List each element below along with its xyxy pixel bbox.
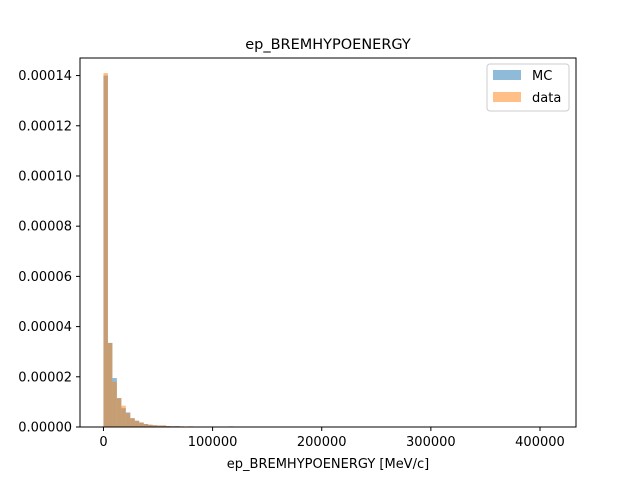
bar-data-5 [125, 413, 131, 427]
legend-label-mc: MC [532, 69, 552, 84]
plot-frame [79, 57, 577, 428]
bar-data-0 [103, 73, 108, 427]
legend: MC data [486, 63, 570, 112]
legend-label-data: data [532, 91, 561, 106]
y-tick-label: 0.00008 [18, 220, 72, 235]
bar-data-11 [152, 425, 158, 427]
y-tick-label: 0.00014 [18, 69, 72, 84]
y-tick-label: 0.00006 [18, 270, 72, 285]
x-tick-label: 300000 [406, 435, 456, 450]
bar-data-6 [130, 418, 135, 427]
x-tick-label: 200000 [297, 435, 347, 450]
bar-data-1 [107, 342, 113, 427]
legend-swatch-data [493, 92, 521, 102]
bar-data-13 [161, 425, 167, 427]
x-tick-label: 0 [99, 435, 107, 450]
bar-data-3 [116, 398, 122, 427]
x-tick-label: 100000 [188, 435, 238, 450]
y-tick-label: 0.00004 [18, 320, 72, 335]
y-tick-label: 0.00010 [18, 169, 72, 184]
legend-swatch-mc [493, 70, 521, 80]
y-tick-label: 0.00012 [18, 119, 72, 134]
x-axis-label: ep_BREMHYPOENERGY [MeV/c] [227, 457, 429, 472]
bar-data-4 [121, 405, 126, 427]
bar-data-2 [112, 381, 117, 427]
y-tick-label: 0.00002 [18, 370, 72, 385]
bar-data-9 [143, 423, 149, 427]
ticks-layer: 0 100000 200000 300000 400000 0.00000 0.00002 0… [18, 69, 565, 450]
bar-data-7 [134, 420, 140, 427]
bar-data-12 [157, 425, 162, 427]
y-tick-label: 0.00000 [18, 421, 72, 436]
bar-data-8 [139, 422, 144, 427]
x-tick-label: 400000 [515, 435, 565, 450]
chart-title: ep_BREMHYPOENERGY [245, 37, 411, 53]
bar-data-10 [148, 424, 153, 427]
